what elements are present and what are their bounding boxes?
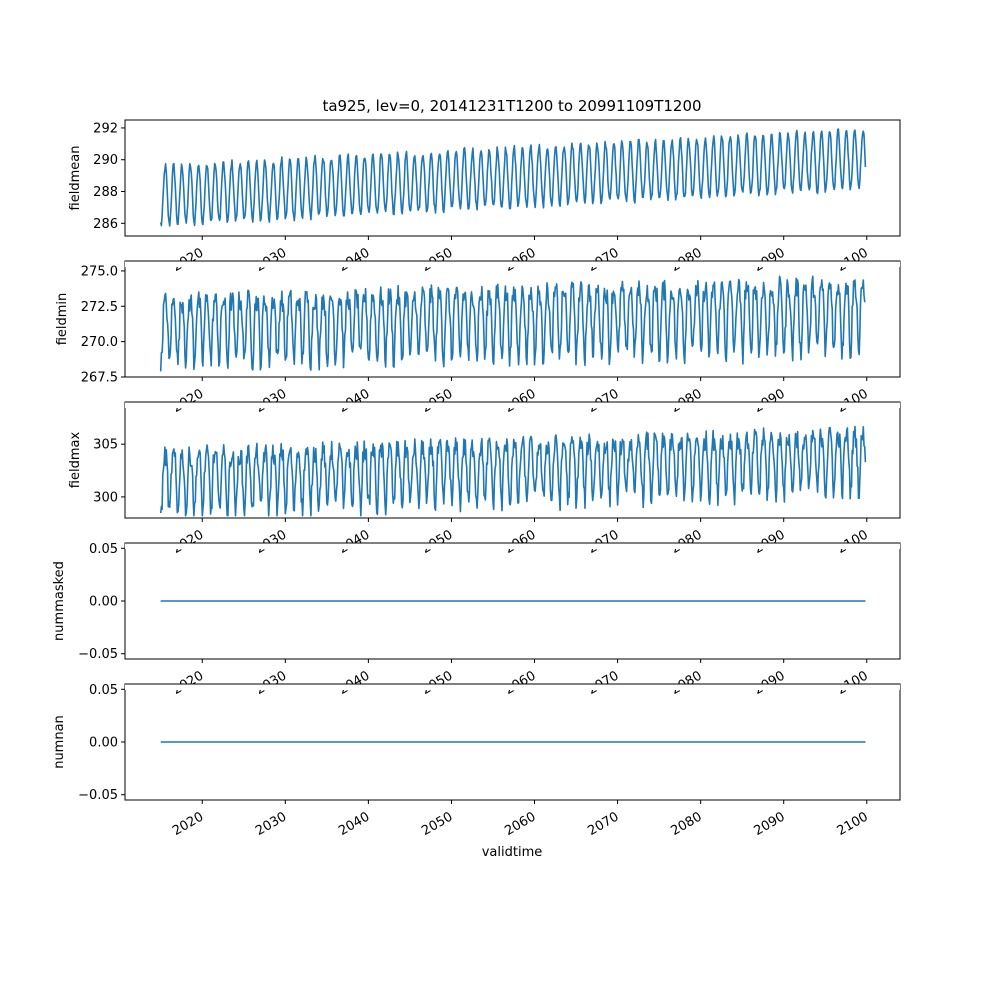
y-tick-label: 288: [93, 185, 118, 200]
series-line-fieldmin: [159, 275, 866, 372]
series-line-fieldmean: [159, 128, 867, 227]
y-tick-label: 0.05: [89, 542, 118, 557]
chart-title: ta925, lev=0, 20141231T1200 to 20991109T…: [322, 97, 701, 115]
y-axis-label: nummasked: [52, 561, 67, 641]
label-clip: [125, 261, 900, 267]
y-axis-label: fieldmax: [68, 432, 83, 489]
y-axis-label: fieldmin: [55, 293, 70, 346]
y-axis-label: fieldmean: [68, 146, 83, 211]
series-line-fieldmax: [159, 425, 867, 517]
y-tick-label: −0.05: [78, 788, 118, 803]
panel-frame: [124, 119, 901, 237]
y-tick-label: 305: [93, 438, 118, 453]
y-tick-label: 0.00: [89, 736, 118, 751]
y-tick-label: 275.0: [81, 264, 118, 279]
y-tick-label: 267.5: [81, 371, 118, 386]
y-tick-label: 272.5: [81, 300, 118, 315]
y-tick-label: 270.0: [81, 335, 118, 350]
y-tick-label: 286: [93, 217, 118, 232]
y-tick-label: 0.00: [89, 595, 118, 610]
y-tick-label: 0.05: [89, 683, 118, 698]
y-tick-label: 290: [93, 153, 118, 168]
y-tick-label: 292: [93, 121, 118, 136]
y-tick-label: 300: [93, 490, 118, 505]
label-clip: [125, 543, 900, 549]
x-axis-label: validtime: [482, 845, 543, 860]
y-tick-label: −0.05: [78, 647, 118, 662]
label-clip: [125, 684, 900, 690]
y-axis-label: numnan: [52, 715, 67, 769]
label-clip: [125, 402, 900, 408]
